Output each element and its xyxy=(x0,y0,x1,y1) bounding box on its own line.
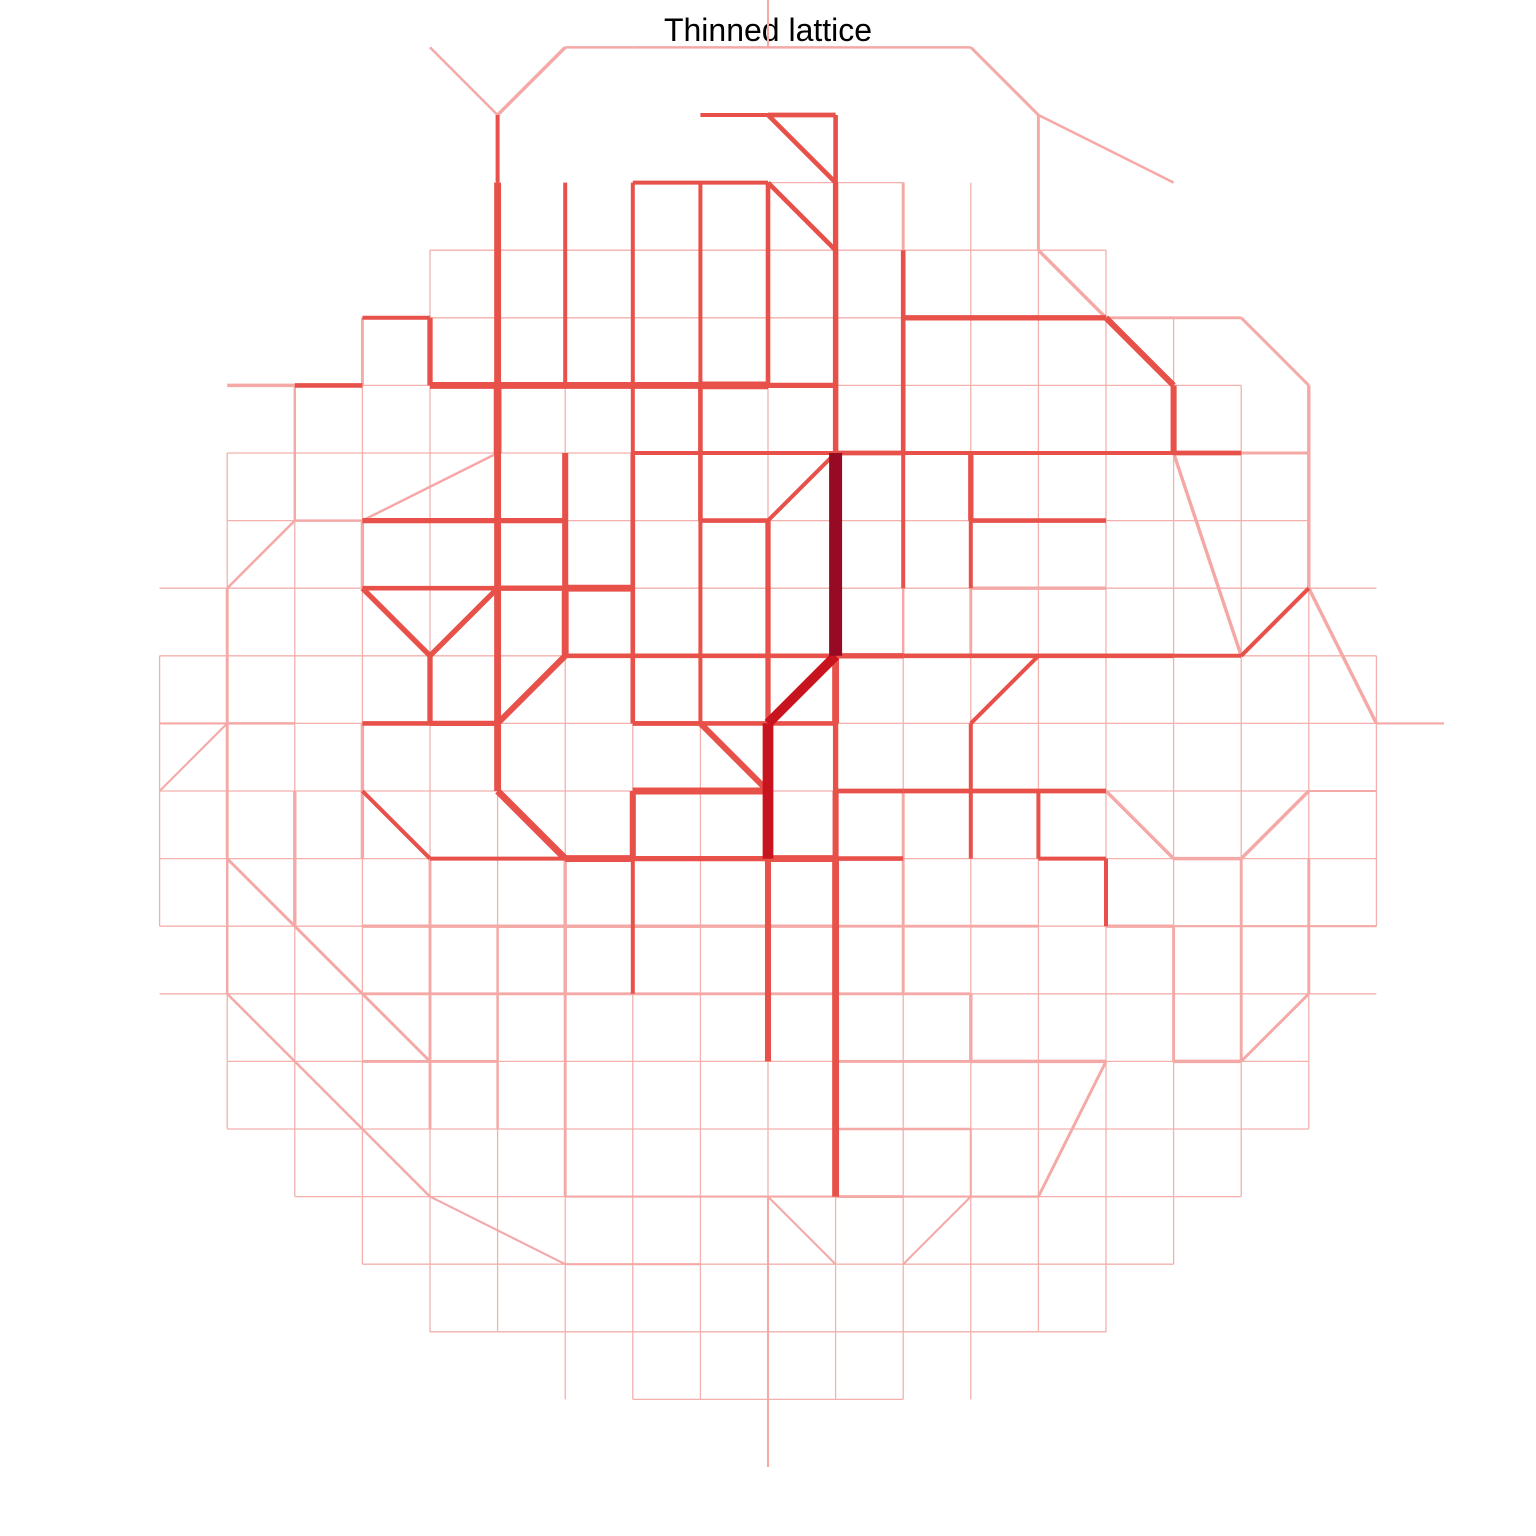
lattice-edge xyxy=(226,857,296,928)
lattice-edge xyxy=(429,46,499,116)
lattice-edge xyxy=(969,46,1040,117)
lattice-edge xyxy=(766,180,838,252)
lattice-edges xyxy=(158,0,1444,1467)
lattice-edge xyxy=(226,992,431,1198)
lattice-edge xyxy=(1171,452,1243,657)
lattice-edge xyxy=(360,586,432,658)
lattice-edge xyxy=(1037,113,1175,184)
lattice-edge xyxy=(226,519,296,590)
lattice-edge xyxy=(766,113,838,185)
lattice-edge xyxy=(1103,315,1176,388)
lattice-edge xyxy=(428,586,500,658)
lattice-edge xyxy=(969,654,1040,725)
lattice-edge xyxy=(1239,586,1311,658)
lattice-edge xyxy=(496,46,567,117)
lattice-edge xyxy=(698,721,771,794)
lattice-edge xyxy=(902,1195,972,1265)
lattice-edge xyxy=(767,1195,837,1265)
lattice-edge xyxy=(158,722,228,792)
lattice-edge xyxy=(1037,1060,1108,1198)
lattice-edge xyxy=(764,652,840,727)
lattice-edge xyxy=(495,653,568,726)
lattice-edge xyxy=(361,451,499,522)
lattice-edge xyxy=(1240,316,1310,387)
lattice-edge xyxy=(1239,789,1311,860)
lattice-edge xyxy=(360,789,432,861)
lattice-edge xyxy=(1037,248,1108,320)
lattice-edge xyxy=(429,1195,566,1266)
lattice-edge xyxy=(1104,789,1175,860)
lattice-edge xyxy=(495,788,568,862)
lattice-edge xyxy=(1240,992,1310,1063)
lattice-edge xyxy=(766,451,838,523)
lattice-edge xyxy=(1307,587,1378,725)
